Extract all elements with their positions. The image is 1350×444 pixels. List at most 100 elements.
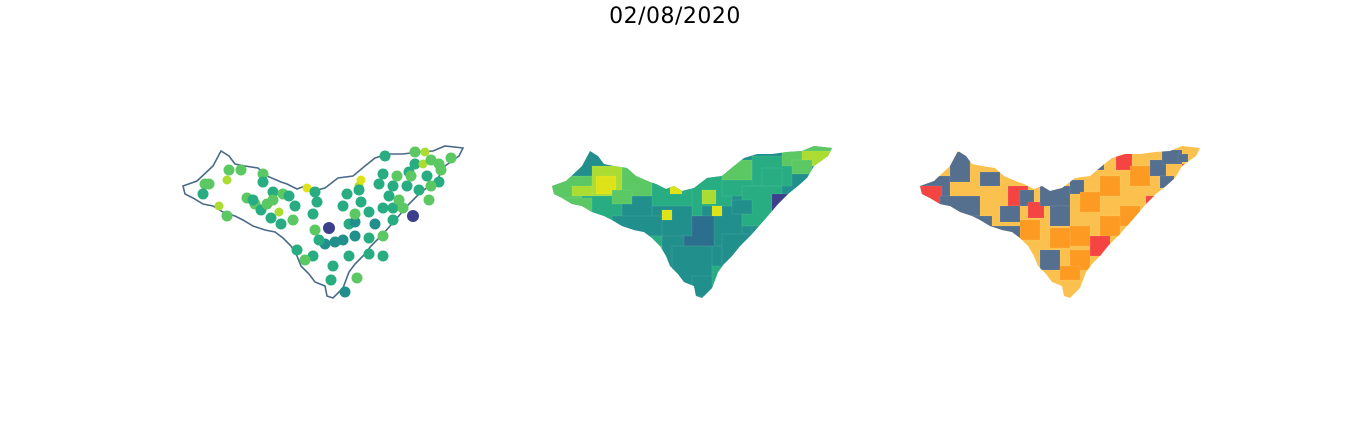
municipality-polygon xyxy=(641,245,663,267)
municipality-polygon xyxy=(1059,265,1081,281)
municipality-point xyxy=(214,201,224,211)
municipality-point xyxy=(349,216,361,228)
municipality-point xyxy=(409,146,421,158)
municipality-polygon xyxy=(1089,159,1105,171)
municipality-polygon xyxy=(1069,179,1085,195)
municipality-polygon xyxy=(1099,215,1121,237)
municipality-points xyxy=(197,146,457,298)
municipality-point xyxy=(323,222,335,234)
municipality-point xyxy=(420,147,430,157)
municipality-polygon xyxy=(1049,205,1071,227)
municipality-point xyxy=(291,244,303,256)
municipality-point xyxy=(391,170,403,182)
viridis-choropleth-panel xyxy=(552,146,832,298)
municipality-polygon xyxy=(1115,151,1133,171)
category-choropleth-panel xyxy=(920,146,1200,298)
municipality-point xyxy=(313,234,325,246)
municipality-point xyxy=(302,183,312,193)
municipality-point xyxy=(223,164,235,176)
municipality-point xyxy=(289,200,301,212)
municipality-polygon xyxy=(1049,227,1071,249)
municipality-point xyxy=(383,190,395,202)
municipality-point xyxy=(363,206,375,218)
municipality-polygon xyxy=(1145,195,1167,217)
municipality-point xyxy=(418,159,428,169)
municipality-point xyxy=(343,250,355,262)
municipality-point xyxy=(425,180,437,192)
municipality-point xyxy=(377,250,389,262)
municipality-polygon xyxy=(989,225,1021,243)
municipality-point xyxy=(311,196,323,208)
municipality-point xyxy=(377,230,389,242)
municipality-point xyxy=(445,152,457,164)
municipality-point xyxy=(423,194,435,206)
municipality-polygon xyxy=(669,183,683,195)
municipality-point xyxy=(299,254,311,266)
municipality-polygon xyxy=(1039,249,1061,271)
municipality-point xyxy=(337,234,349,246)
municipality-polygon xyxy=(561,197,593,213)
municipality-polygon xyxy=(979,171,1001,187)
municipality-point xyxy=(401,180,413,192)
municipality-point xyxy=(197,188,209,200)
municipality-point xyxy=(435,164,447,176)
municipality-point xyxy=(274,207,284,217)
municipality-polygon xyxy=(701,189,717,205)
municipality-point xyxy=(379,150,391,162)
municipality-point xyxy=(257,176,269,188)
municipality-polygon xyxy=(721,159,753,181)
municipality-polygon xyxy=(791,159,813,175)
municipality-polygon xyxy=(1019,219,1041,241)
municipality-point xyxy=(413,184,425,196)
municipality-point xyxy=(337,200,349,212)
municipality-point xyxy=(265,212,277,224)
municipality-point xyxy=(261,198,273,210)
municipality-point xyxy=(356,175,366,185)
municipality-point xyxy=(325,274,337,286)
municipality-point xyxy=(387,202,399,214)
municipality-polygon xyxy=(949,151,971,183)
municipality-polygon xyxy=(1119,205,1141,227)
municipality-polygon xyxy=(661,209,673,221)
municipality-point xyxy=(327,260,339,272)
municipality-polygon xyxy=(611,189,633,205)
municipality-point xyxy=(203,178,215,190)
municipality-point xyxy=(341,188,353,200)
municipality-polygon xyxy=(595,175,617,195)
municipality-point xyxy=(377,168,389,180)
municipality-point xyxy=(267,186,279,198)
municipality-point xyxy=(287,214,299,226)
municipality-polygon xyxy=(711,205,723,217)
municipality-polygon xyxy=(971,215,993,231)
point-map-panel xyxy=(182,145,464,299)
municipality-polygon xyxy=(711,265,733,287)
municipality-polygon xyxy=(751,225,773,247)
municipality-polygon xyxy=(1089,235,1111,257)
municipality-polygon xyxy=(571,185,593,197)
municipality-polygons xyxy=(552,146,832,297)
municipality-point xyxy=(349,208,361,220)
municipality-point xyxy=(373,178,385,190)
municipality-point xyxy=(247,194,259,206)
municipality-polygon xyxy=(939,195,981,217)
municipality-point xyxy=(307,208,319,220)
municipality-point xyxy=(275,218,287,230)
municipality-point xyxy=(222,175,232,185)
municipality-point xyxy=(387,180,399,192)
municipality-point xyxy=(221,210,233,222)
municipality-point xyxy=(407,210,419,222)
municipality-polygon xyxy=(1181,163,1193,173)
municipality-polygon xyxy=(999,205,1021,223)
municipality-point xyxy=(369,218,381,230)
municipality-point xyxy=(257,168,269,180)
municipality-point xyxy=(349,230,361,242)
municipality-point xyxy=(387,214,399,226)
map-date-title: 02/08/2020 xyxy=(609,4,741,29)
municipality-point xyxy=(363,232,375,244)
municipality-polygon xyxy=(1159,175,1175,189)
municipality-point xyxy=(353,184,365,196)
municipality-polygon xyxy=(721,233,753,265)
municipality-point xyxy=(283,190,295,202)
municipality-polygon xyxy=(631,235,663,257)
